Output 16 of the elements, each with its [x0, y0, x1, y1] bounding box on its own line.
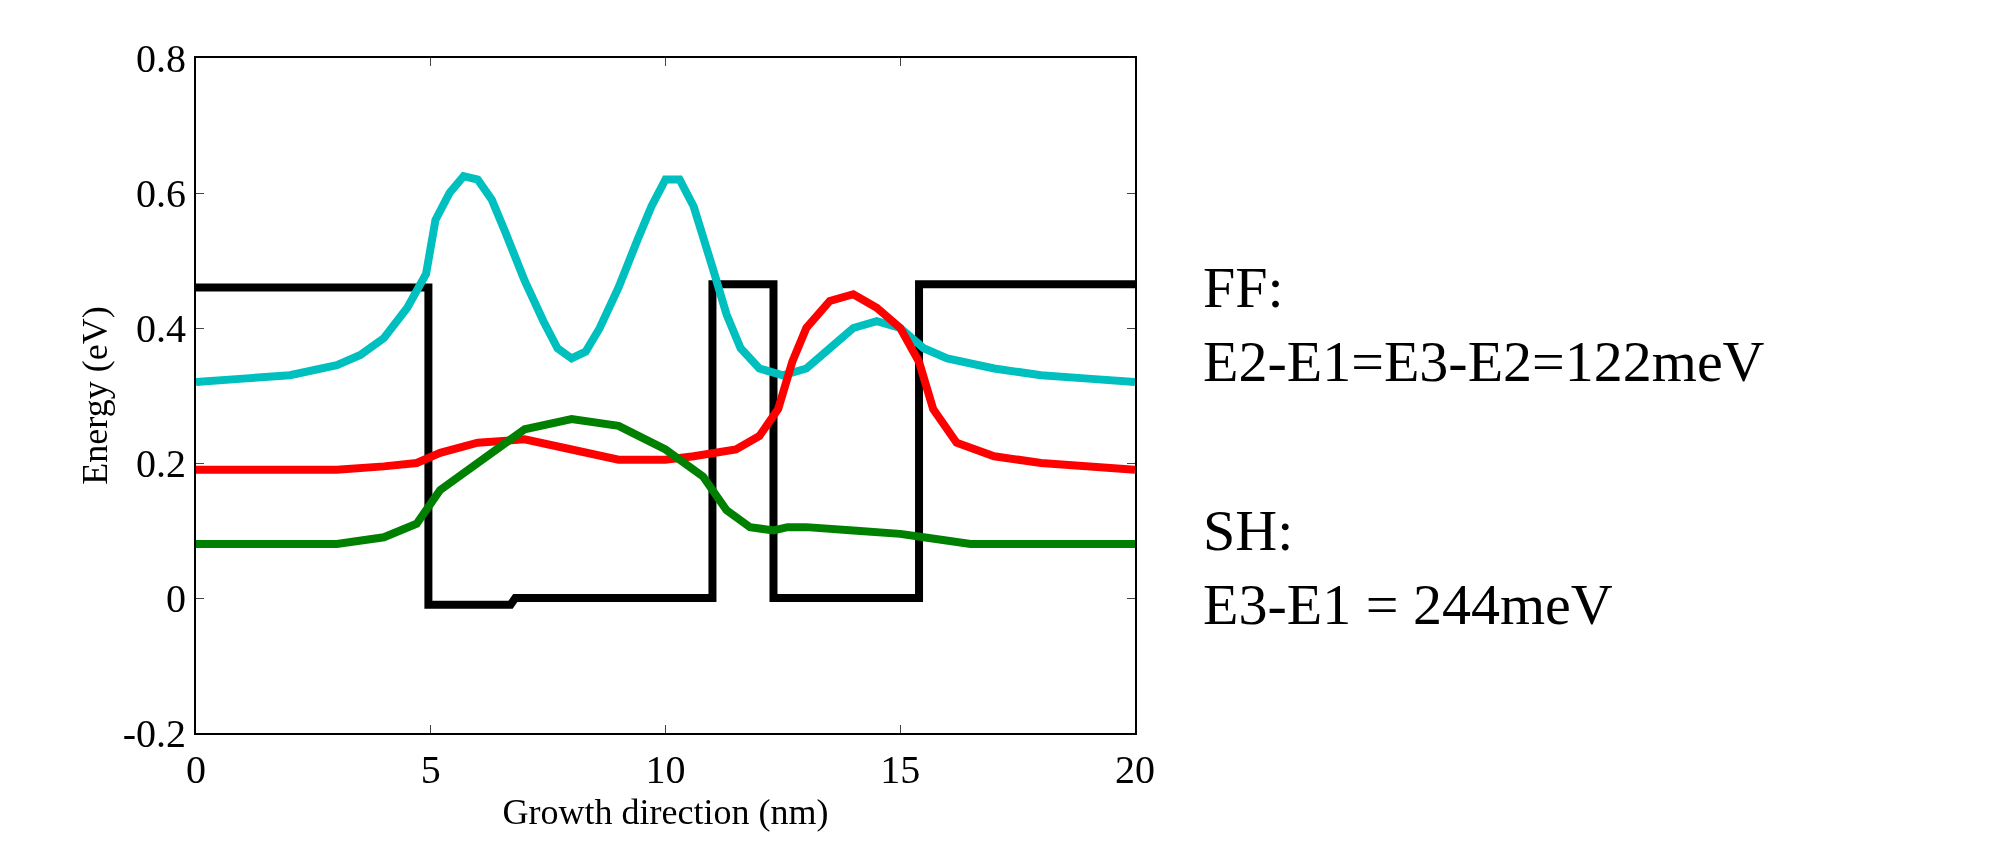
x-tick-label: 20	[1115, 747, 1155, 792]
text: E3-E1 = 244meV	[1203, 572, 1613, 637]
y-tick-label: 0.8	[136, 36, 186, 81]
x-tick-label: 15	[880, 747, 921, 792]
y-tick-label: -0.2	[122, 711, 186, 756]
x-tick-label: 5	[420, 747, 441, 792]
text: E2-E1=E3-E2=122meV	[1203, 329, 1765, 394]
text: SH:	[1203, 498, 1294, 563]
y-tick-label: 0	[166, 576, 186, 621]
x-axis-title: Growth direction (nm)	[502, 792, 829, 832]
y-tick-label: 0.4	[136, 306, 186, 351]
text: FF:	[1203, 255, 1284, 320]
x-tick-label: 10	[645, 747, 686, 792]
y-tick-label: 0.6	[136, 171, 186, 216]
y-axis-title: Energy (eV)	[75, 306, 116, 485]
y-tick-label: 0.2	[136, 441, 186, 486]
